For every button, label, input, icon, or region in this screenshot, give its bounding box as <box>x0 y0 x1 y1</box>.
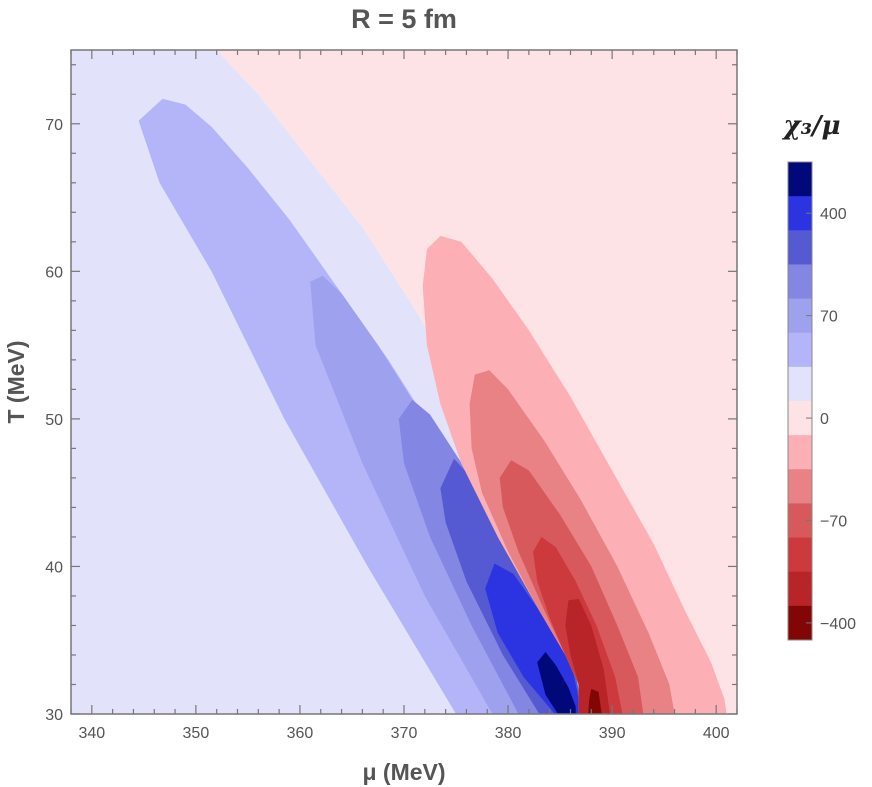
x-tick-label: 390 <box>599 725 626 742</box>
colorbar: χ₃/μ 400 70 0 −70 −400 <box>781 111 856 641</box>
y-axis-label: T (MeV) <box>3 340 29 423</box>
x-tick-label: 340 <box>78 725 105 742</box>
colorbar-swatch <box>788 537 812 573</box>
y-tick-label: 70 <box>45 117 63 134</box>
colorbar-tick-label: 0 <box>820 411 829 428</box>
colorbar-frame <box>787 161 813 641</box>
x-axis-label: μ (MeV) <box>362 759 445 785</box>
x-tick-label: 400 <box>703 725 730 742</box>
y-tick-label: 50 <box>45 412 63 429</box>
y-tick-label: 30 <box>45 707 63 724</box>
colorbar-ticks: 400 70 0 −70 −400 <box>806 206 856 633</box>
y-tick-label: 60 <box>45 264 63 281</box>
colorbar-swatch <box>788 571 812 607</box>
colorbar-swatch <box>788 366 812 402</box>
colorbar-title: χ₃/μ <box>781 111 840 141</box>
colorbar-swatches <box>788 162 812 641</box>
colorbar-swatch <box>788 435 812 470</box>
region-negative-level-5 <box>565 598 610 714</box>
colorbar-swatch <box>788 332 812 368</box>
region-negative-level-1 <box>422 235 727 714</box>
colorbar-tick-label: 400 <box>820 206 847 223</box>
colorbar-swatch <box>788 264 812 300</box>
chart-title: R = 5 fm <box>351 4 457 34</box>
colorbar-swatch <box>788 230 812 265</box>
x-tick-label: 350 <box>183 725 210 742</box>
region-negative-level-6 <box>588 688 602 714</box>
x-tick-label: 370 <box>391 725 418 742</box>
plot-area <box>71 50 737 714</box>
colorbar-tick-label: −400 <box>820 616 856 633</box>
y-tick-label: 40 <box>45 559 63 576</box>
colorbar-swatch <box>788 469 812 504</box>
axis-ticks: 340 350 360 370 380 390 400 30 40 50 60 70 <box>45 50 738 742</box>
colorbar-tick-label: 70 <box>820 309 838 326</box>
x-tick-label: 380 <box>495 725 522 742</box>
x-tick-label: 360 <box>287 725 314 742</box>
contour-regions <box>71 50 737 714</box>
colorbar-swatch <box>788 162 812 197</box>
colorbar-tick-label: −70 <box>820 514 847 531</box>
region-positive-level-6 <box>537 652 576 714</box>
